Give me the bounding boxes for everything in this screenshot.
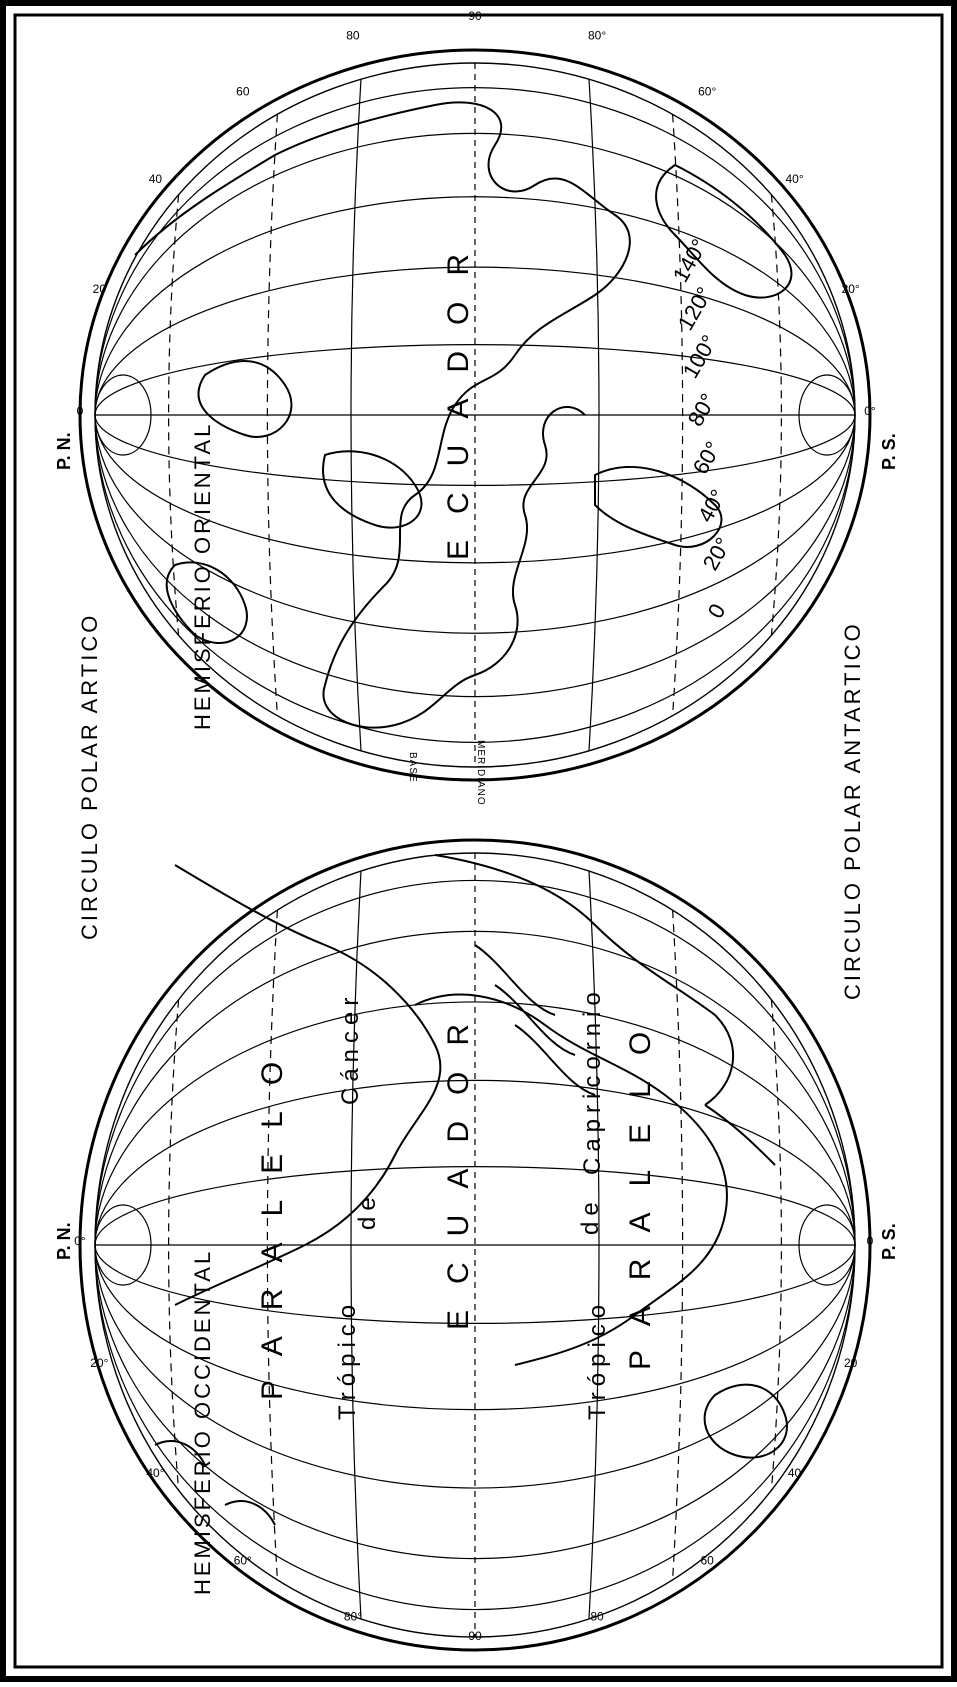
eastern-coastlines [134,101,793,729]
western-hemisphere [78,838,872,1652]
eastern-graticule [94,63,856,767]
tropic-of-cancer-label: Trópico de Cáncer [334,992,381,1420]
east-title-text: HEMISFERIO ORIENTAL [190,422,215,730]
svg-text:MERIDIANO: MERIDIANO [475,740,486,806]
degree-label: 20° [842,282,860,296]
parallel-line [672,114,684,716]
arctic-circle-label: CIRCULO POLAR ARTICO [77,613,102,940]
degree-labels-north-rim: 0 20 40 60 80 90 80° 60° 40° 20° 0° [77,9,876,418]
longitude-label: 80° [683,389,721,430]
degree-label: 80° [588,28,606,42]
north-polar-cap [94,1204,152,1286]
degree-label: 20 [844,1356,858,1370]
degree-label: 0° [74,1234,86,1248]
west-title-text: HEMISFERIO OCCIDENTAL [190,1249,215,1595]
parallel-line [266,910,278,1580]
degree-label: 20° [90,1356,108,1370]
svg-text:BASE: BASE [407,752,418,783]
degree-label: 40 [788,1466,802,1480]
south-polar-cap [798,374,856,456]
west-title: HEMISFERIO OCCIDENTAL [190,1249,215,1595]
degree-label: 90 [468,9,482,23]
tropic-of-capricorn-label: Trópico de Capricornio [577,986,611,1420]
western-coastlines [154,854,788,1526]
parallel-label-south: PARALELO [624,1006,657,1370]
east-title: HEMISFERIO ORIENTAL [190,422,215,730]
svg-text:Cáncer: Cáncer [337,992,364,1105]
degree-label: 40° [146,1466,164,1480]
degree-label: 20 [93,282,107,296]
longitude-label: 100° [678,331,722,383]
inner-frame [13,13,944,1669]
parallel-line [266,114,278,716]
parallel-line [168,194,180,636]
south-polar-cap [798,1204,856,1286]
parallel-line [350,871,362,1619]
degree-label: 40 [149,172,163,186]
equator-label-east: ECUADOR [442,228,475,560]
svg-text:Trópico: Trópico [584,1299,611,1420]
degree-label: 60° [698,84,716,98]
parallel-line [770,194,782,636]
degree-label: 60° [234,1554,252,1568]
parallel-line [588,79,600,751]
longitude-scale: 020°40°60°80°100°120°140° [668,235,736,623]
degree-label: 90 [468,1629,482,1643]
longitude-label: 140° [668,235,712,287]
degree-label: 40° [785,172,803,186]
svg-text:Trópico: Trópico [334,1299,361,1420]
svg-text:Capricornio: Capricornio [579,986,606,1175]
svg-text:de: de [354,1191,381,1230]
svg-text:de: de [577,1196,604,1235]
parallel-line [588,871,600,1619]
parallel-line [770,999,782,1491]
south-pole-label-east: P. S. [879,433,899,470]
antarctic-circle-label: CIRCULO POLAR ANTARTICO [840,621,865,1000]
degree-label: 0 [77,404,84,418]
equator-label-west: ECUADOR [442,998,475,1330]
western-graticule [94,853,856,1637]
parallel-line [168,999,180,1491]
north-pole-label-east: P. N. [54,432,74,470]
base-meridian-label: MERIDIANO BASE [407,740,486,806]
degree-label: 80° [344,1610,362,1624]
south-pole-label-west: P. S. [879,1223,899,1260]
degree-label: 60 [236,84,250,98]
degree-label: 80 [346,28,360,42]
degree-label: 60 [700,1554,714,1568]
degree-label: 0 [867,1234,874,1248]
longitude-label: 0 [703,599,731,622]
north-polar-cap [94,374,152,456]
degree-label: 0° [864,404,876,418]
parallel-line [672,910,684,1580]
north-pole-label-west: P. N. [54,1222,74,1260]
parallel-line [350,79,362,751]
parallel-label-north: PARALELO [256,1036,289,1400]
degree-label: 80 [590,1610,604,1624]
longitude-label: 20° [698,533,736,574]
eastern-hemisphere [78,48,872,782]
degree-labels-south-rim: 0 20 40 60 80 90 80° 60° 40° 20° 0° [74,1234,873,1643]
